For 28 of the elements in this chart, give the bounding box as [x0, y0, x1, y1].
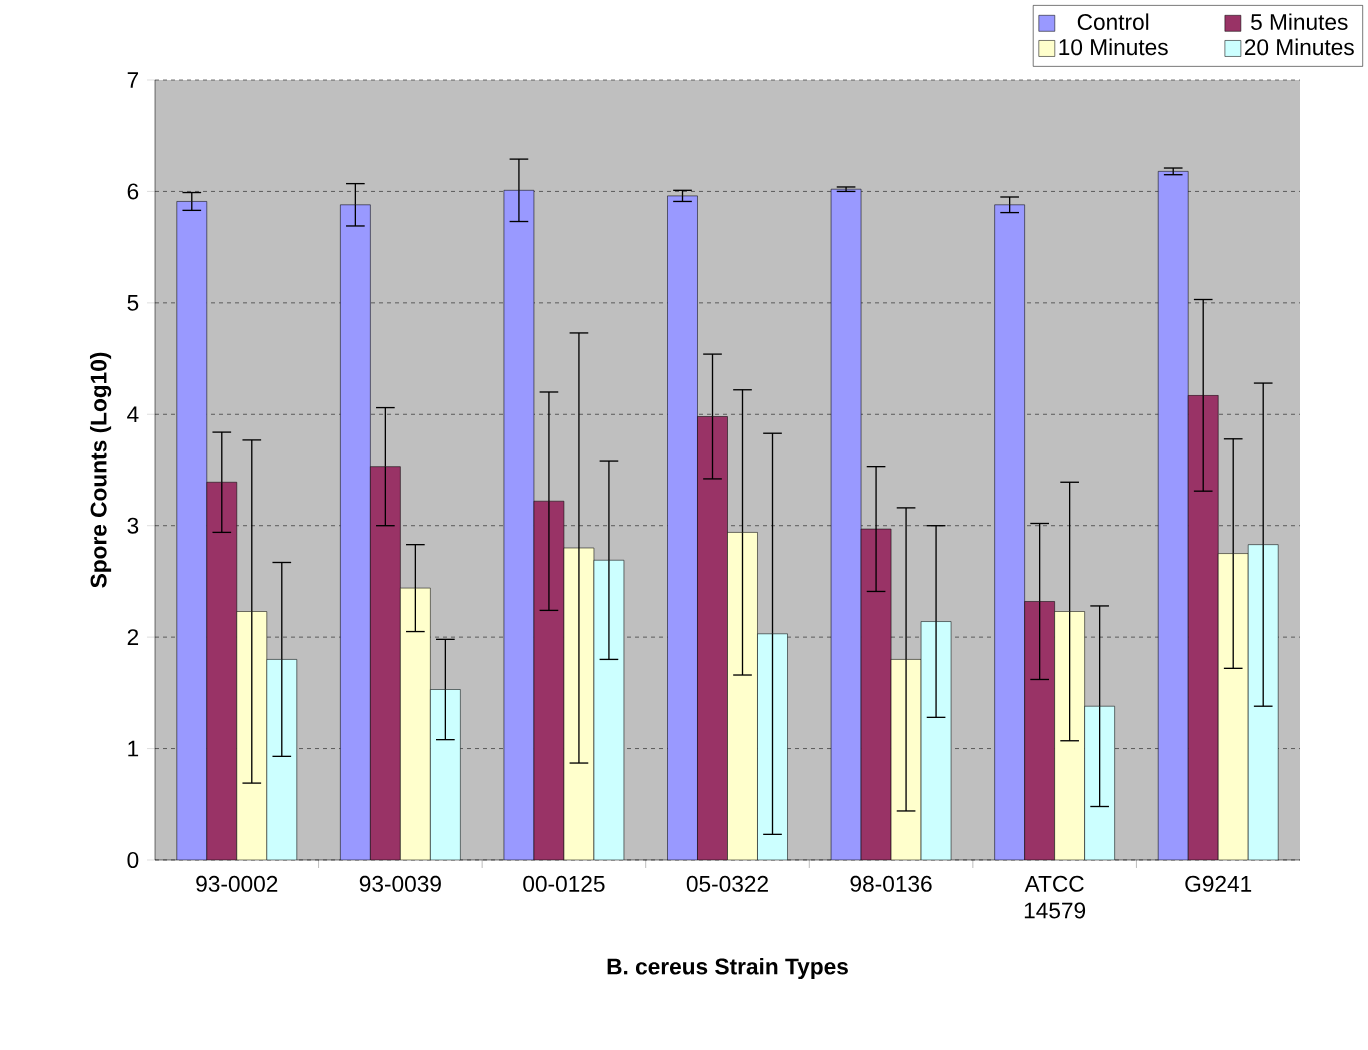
x-tick-label: ATCC 14579 [1024, 875, 1086, 919]
x-axis-title: B. cereus Strain Types [607, 957, 848, 980]
bar [1157, 171, 1189, 860]
bar [667, 195, 698, 860]
y-tick-label: 4 [127, 406, 139, 423]
legend-label: 20 Minutes [1244, 38, 1354, 56]
bar [831, 189, 862, 860]
x-tick-label: 93-0002 [196, 875, 278, 892]
bar [503, 190, 534, 860]
legend-label: 5 Minutes [1251, 13, 1348, 31]
y-tick-label: 0 [127, 851, 139, 869]
y-tick-label: 3 [127, 517, 139, 534]
bar [176, 201, 207, 860]
y-axis-title: Spore Counts (Log10) [89, 352, 112, 588]
legend-label: 10 Minutes [1059, 38, 1168, 56]
bar [340, 204, 371, 860]
bar [994, 204, 1025, 860]
x-tick-label: 93-0039 [359, 875, 441, 892]
legend-label: Control [1077, 13, 1149, 31]
x-tick-label: G9241 [1185, 875, 1252, 892]
y-tick-label: 1 [128, 740, 139, 757]
x-tick-label: 98-0136 [850, 875, 932, 892]
y-tick-label: 6 [127, 183, 139, 200]
x-tick-label: 05-0322 [686, 875, 768, 892]
y-tick-label: 7 [127, 72, 139, 88]
y-tick-label: 5 [127, 294, 139, 311]
x-tick-label: 00-0125 [523, 875, 605, 892]
y-tick-label: 2 [127, 629, 139, 646]
